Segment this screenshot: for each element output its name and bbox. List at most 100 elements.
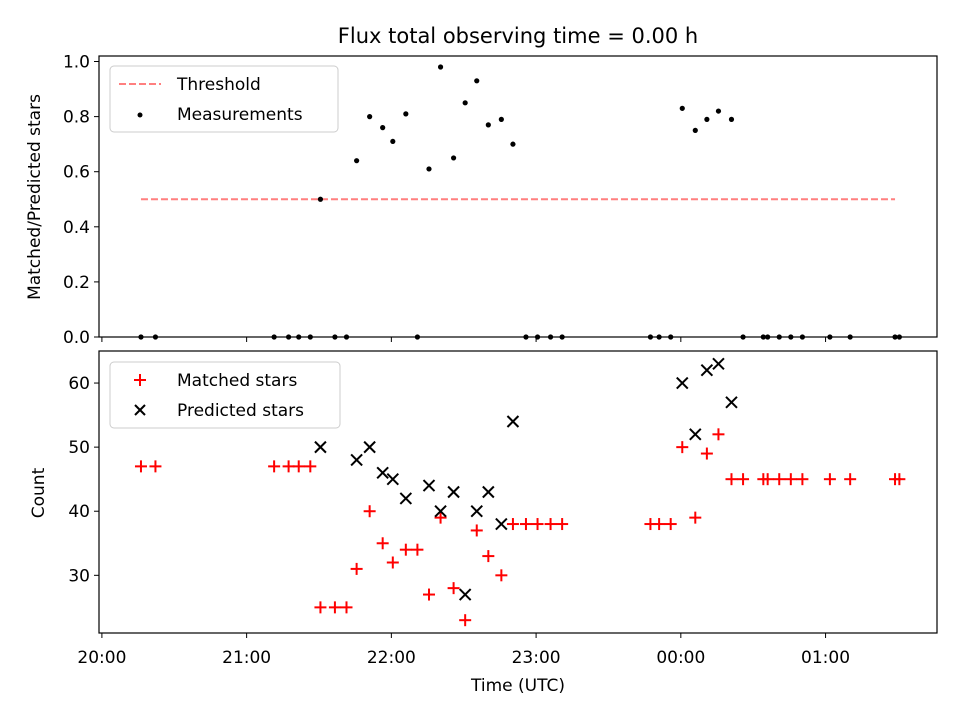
predicted-star-point (689, 428, 702, 441)
predicted-star-point (700, 364, 714, 377)
matched-star-point (664, 518, 677, 531)
predicted-star-point (482, 485, 495, 499)
matched-star-point (447, 582, 460, 595)
predicted-star-point (712, 357, 725, 371)
predicted-star-point (495, 517, 508, 531)
top-legend: Threshold Measurements (109, 65, 339, 133)
top-y-tick-label: 0.2 (63, 273, 90, 293)
measurement-point (354, 158, 360, 164)
top-legend-frame (109, 65, 339, 133)
matched-star-point (482, 550, 495, 563)
matched-star-point (761, 473, 774, 486)
x-tick-label: 00:00 (656, 648, 705, 668)
legend-matched-swatch (134, 374, 146, 386)
bottom-legend-frame (109, 361, 341, 429)
top-y-tick-label: 0.6 (63, 163, 90, 183)
top-y-tick-label: 0.8 (63, 108, 90, 128)
matched-star-point (506, 518, 519, 531)
top-plot-frame (98, 55, 938, 338)
measurement-point (403, 111, 409, 117)
measurement-point (692, 127, 698, 133)
predicted-star-stroke (482, 485, 495, 499)
measurement-point (390, 138, 396, 145)
matched-star-point (519, 518, 532, 531)
legend-threshold-label: Threshold (176, 75, 261, 95)
bottom-legend: Matched stars Predicted stars (109, 361, 341, 429)
predicted-star-point (725, 396, 738, 409)
predicted-star-stroke (725, 396, 738, 409)
bottom-y-tick-label: 40 (68, 502, 90, 522)
top-y-axis-label: Matched/Predicted stars (25, 94, 45, 300)
matched-star-point (689, 511, 702, 524)
matched-star-point (556, 518, 569, 531)
predicted-star-point (434, 505, 447, 518)
bottom-y-tick-label: 60 (68, 374, 90, 394)
matched-star-point (712, 428, 725, 441)
matched-star-point (386, 556, 399, 569)
matched-star-point (149, 460, 162, 473)
x-tick-label: 20:00 (77, 648, 126, 668)
measurement-point (367, 114, 373, 120)
matched-star-point (328, 601, 341, 614)
top-y-tick-label: 0.4 (63, 218, 90, 238)
matched-star-point (653, 518, 666, 531)
matched-star-point (350, 562, 363, 575)
predicted-star-stroke (363, 440, 376, 454)
bottom-y-tick-label: 50 (68, 438, 90, 458)
predicted-star-point (506, 415, 520, 428)
predicted-star-point (447, 485, 460, 499)
top-plot-area: 0.0 0.2 0.4 0.6 0.8 1.0 (63, 53, 938, 348)
measurement-point (679, 105, 685, 111)
matched-star-point (134, 460, 147, 473)
chart-title: Flux total observing time = 0.00 h (338, 24, 698, 48)
x-tick-label: 01:00 (801, 648, 850, 668)
matched-star-point (844, 473, 857, 486)
measurement-point (498, 116, 504, 122)
bottom-plot-area: 20:00 21:00 22:00 23:00 00:00 01:00 30 40 50 60 (68, 350, 938, 668)
measurement-point (474, 78, 480, 84)
legend-measurements-swatch (137, 112, 143, 118)
predicted-star-stroke (458, 588, 472, 601)
predicted-star-stroke (495, 517, 508, 531)
predicted-star-point (314, 440, 327, 454)
predicted-star-stroke (712, 357, 725, 371)
predicted-star-stroke (376, 466, 389, 479)
matched-star-point (700, 447, 713, 460)
predicted-star-point (376, 466, 389, 479)
predicted-star-point (422, 479, 436, 492)
top-y-tick-label: 1.0 (63, 53, 90, 73)
matched-star-point (282, 460, 295, 473)
matched-star-point (459, 614, 472, 627)
measurement-point (715, 108, 722, 114)
x-tick-label: 22:00 (367, 648, 416, 668)
matched-star-point (434, 511, 447, 524)
predicted-star-point (470, 505, 483, 518)
measurement-point (380, 125, 386, 131)
matched-star-point (725, 473, 738, 486)
matched-star-point (544, 518, 557, 531)
matched-star-point (422, 588, 435, 601)
predicted-star-point (399, 492, 413, 505)
predicted-star-point (386, 472, 400, 486)
measurement-point (426, 166, 432, 172)
predicted-star-stroke (314, 440, 327, 454)
predicted-star-stroke (676, 376, 689, 390)
predicted-star-stroke (447, 485, 460, 499)
predicted-star-stroke (689, 428, 702, 441)
predicted-star-stroke (422, 479, 436, 492)
matched-star-point (304, 460, 317, 473)
bottom-y-axis-label: Count (29, 467, 49, 518)
predicted-star-stroke (700, 364, 714, 377)
bottom-plot-frame (98, 350, 938, 634)
measurement-point (728, 116, 735, 122)
measurement-point (437, 64, 444, 70)
matched-star-point (495, 569, 508, 582)
matched-star-point (411, 543, 424, 556)
matched-star-point (399, 543, 412, 556)
matched-star-point (773, 473, 786, 486)
matched-star-point (268, 460, 281, 473)
matched-star-point (676, 441, 689, 454)
predicted-star-stroke (470, 505, 483, 518)
x-axis-label: Time (UTC) (470, 676, 565, 696)
x-tick-label: 21:00 (222, 648, 271, 668)
